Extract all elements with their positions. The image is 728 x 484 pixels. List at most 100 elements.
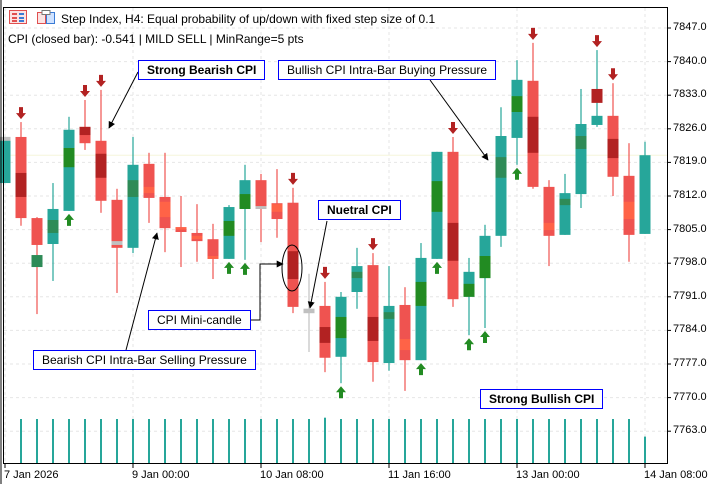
candle[interactable] xyxy=(447,121,459,307)
candle[interactable] xyxy=(79,85,91,150)
volume-bar xyxy=(244,419,246,463)
candle[interactable] xyxy=(639,141,651,234)
candle[interactable] xyxy=(15,107,27,226)
volume-bar xyxy=(404,419,406,463)
candle-body xyxy=(0,136,11,184)
y-tick-label: 7847.0 xyxy=(673,21,707,33)
buy-arrow-icon xyxy=(480,331,490,343)
cpi-mini-candle xyxy=(335,316,347,339)
y-tick-label: 7777.0 xyxy=(673,357,707,369)
candle[interactable] xyxy=(367,238,379,382)
candle-body xyxy=(559,193,571,235)
x-tick-label: 10 Jan 08:00 xyxy=(260,469,324,481)
save-template-icon[interactable] xyxy=(37,10,55,24)
y-tick-label: 7812.0 xyxy=(673,189,707,201)
cpi-mini-candle xyxy=(303,308,315,314)
candle[interactable] xyxy=(207,223,219,280)
candle[interactable] xyxy=(287,172,299,314)
candle[interactable] xyxy=(575,88,587,208)
volume-bar xyxy=(20,419,22,463)
cpi-mini-candle xyxy=(15,172,27,197)
candle[interactable] xyxy=(159,152,171,253)
candle[interactable] xyxy=(399,287,411,391)
candle[interactable] xyxy=(95,74,107,213)
candle[interactable] xyxy=(559,173,571,235)
candle[interactable] xyxy=(111,188,123,293)
candle[interactable] xyxy=(127,136,139,254)
volume-bar xyxy=(36,419,38,463)
candle[interactable] xyxy=(63,116,75,226)
cpi-mini-candle xyxy=(575,136,587,149)
x-tick-label: 9 Jan 00:00 xyxy=(132,469,190,481)
candle[interactable] xyxy=(0,136,11,184)
sell-arrow-icon xyxy=(16,107,26,120)
candle[interactable] xyxy=(271,169,283,238)
y-tick-label: 7798.0 xyxy=(673,256,707,269)
candle[interactable] xyxy=(623,143,635,262)
candle[interactable] xyxy=(607,68,619,196)
candle[interactable] xyxy=(351,247,363,309)
candle-body xyxy=(495,136,507,236)
cpi-mini-candle xyxy=(191,235,203,240)
indicator-list-icon[interactable] xyxy=(9,10,27,24)
sell-arrow-icon xyxy=(592,35,602,48)
volume-bar xyxy=(436,419,438,463)
candle[interactable] xyxy=(527,27,539,189)
candle[interactable] xyxy=(175,196,187,268)
cpi-mini-candle xyxy=(271,204,283,212)
volume-bar xyxy=(516,419,518,463)
buy-arrow-icon xyxy=(416,363,426,376)
cpi-mini-candle xyxy=(223,220,235,236)
volume-bars xyxy=(20,417,646,463)
candle[interactable] xyxy=(191,204,203,262)
candle[interactable] xyxy=(31,217,43,315)
cpi-mini-candle xyxy=(95,153,107,178)
candle[interactable] xyxy=(463,257,475,351)
candle-body xyxy=(399,304,411,361)
candle[interactable] xyxy=(543,180,555,267)
label-bearish-intrabar: Bearish CPI Intra-Bar Selling Pressure xyxy=(33,350,256,370)
cpi-mini-candle xyxy=(207,256,219,259)
candle[interactable] xyxy=(143,152,155,223)
cpi-mini-candle xyxy=(415,281,427,306)
candle[interactable] xyxy=(383,266,395,371)
candle[interactable] xyxy=(495,107,507,247)
candle[interactable] xyxy=(255,173,267,243)
cpi-mini-candle xyxy=(623,201,635,220)
volume-bar xyxy=(180,419,182,463)
candle[interactable] xyxy=(47,183,59,281)
cpi-mini-candle xyxy=(351,271,363,279)
cpi-mini-candle xyxy=(239,194,251,209)
volume-bar xyxy=(68,419,70,463)
volume-bar xyxy=(372,419,374,463)
candle[interactable] xyxy=(479,224,491,343)
candle[interactable] xyxy=(223,205,235,274)
buy-arrow-icon xyxy=(512,167,522,180)
candle[interactable] xyxy=(239,164,251,275)
candle[interactable] xyxy=(303,273,315,352)
volume-bar xyxy=(84,419,86,463)
x-tick-label: 7 Jan 2026 xyxy=(4,469,59,481)
candle[interactable] xyxy=(319,266,331,373)
buy-arrow-icon xyxy=(224,261,234,274)
candle[interactable] xyxy=(415,243,427,376)
volume-bar xyxy=(484,419,486,463)
volume-bar xyxy=(628,419,630,463)
candle-body xyxy=(255,180,267,209)
volume-bar xyxy=(308,419,310,463)
cpi-mini-candle xyxy=(463,283,475,297)
candle[interactable] xyxy=(335,292,347,399)
candle[interactable] xyxy=(511,60,523,180)
arrow-strong-bearish xyxy=(108,71,139,129)
cpi-mini-candle xyxy=(63,148,75,168)
x-tick-label: 11 Jan 16:00 xyxy=(388,469,451,481)
cpi-mini-candle xyxy=(591,88,603,103)
cpi-mini-candle xyxy=(559,198,571,206)
volume-bar xyxy=(580,419,582,463)
buy-arrow-icon xyxy=(464,338,474,351)
candle[interactable] xyxy=(431,151,443,274)
candle[interactable] xyxy=(591,35,603,127)
candle-body xyxy=(591,115,603,125)
